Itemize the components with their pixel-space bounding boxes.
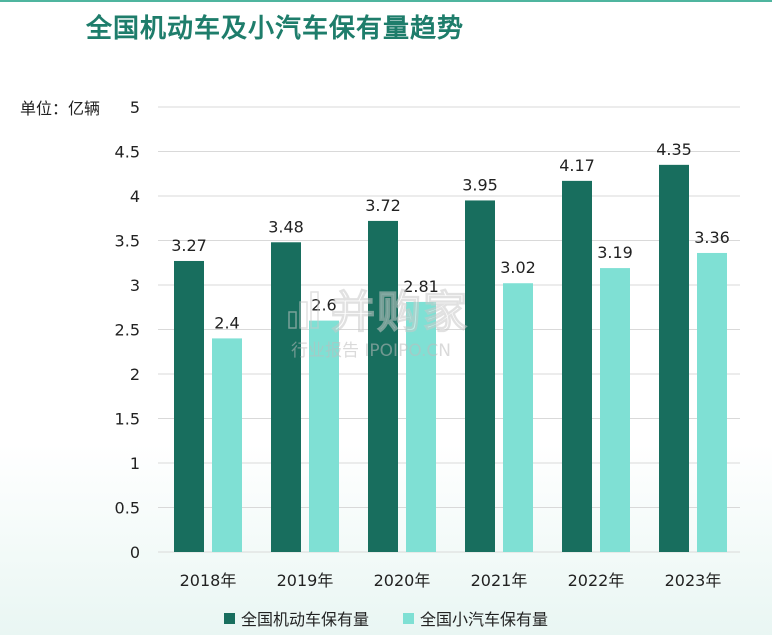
data-label: 3.48	[268, 217, 304, 236]
legend-item-cars: 全国小汽车保有量	[403, 606, 548, 630]
data-label: 3.27	[171, 236, 207, 255]
page-title: 全国机动车及小汽车保有量趋势	[86, 14, 465, 44]
y-tick-label: 5	[130, 98, 140, 117]
data-label: 3.95	[462, 175, 498, 194]
x-tick-label: 2023年	[665, 571, 722, 590]
bar-series2	[600, 268, 630, 552]
x-tick-label: 2020年	[374, 571, 431, 590]
data-label: 3.02	[500, 258, 536, 277]
y-tick-label: 0.5	[115, 499, 140, 518]
bar-series1	[174, 260, 204, 552]
y-tick-label: 4	[130, 187, 140, 206]
x-tick-label: 2019年	[277, 571, 334, 590]
x-tick-label: 2022年	[568, 571, 625, 590]
top-border	[0, 0, 772, 2]
data-label: 4.35	[656, 140, 692, 159]
y-tick-label: 2	[130, 365, 140, 384]
data-label: 3.36	[694, 228, 730, 247]
legend-label-series1: 全国机动车保有量	[240, 610, 369, 629]
bar-series2	[309, 320, 339, 552]
legend-item-motor-vehicles: 全国机动车保有量	[223, 606, 369, 630]
bar-series1	[368, 220, 398, 553]
y-axis-unit-label: 单位：亿辆	[20, 99, 101, 118]
y-tick-label: 3	[130, 276, 140, 295]
data-label: 4.17	[559, 156, 595, 175]
data-label: 2.81	[403, 277, 439, 296]
data-label: 2.4	[214, 313, 239, 332]
bar-series1	[271, 242, 301, 552]
bar-series1	[659, 164, 689, 552]
data-label: 2.6	[311, 296, 336, 315]
legend: 全国机动车保有量 全国小汽车保有量	[0, 606, 772, 630]
y-tick-label: 1.5	[115, 410, 140, 429]
x-tick-label: 2018年	[180, 571, 237, 590]
bar-series2	[503, 283, 533, 552]
y-tick-label: 2.5	[115, 321, 140, 340]
y-tick-label: 1	[130, 454, 140, 473]
legend-swatch-series2	[403, 612, 414, 624]
y-tick-label: 3.5	[115, 232, 140, 251]
legend-label-series2: 全国小汽车保有量	[420, 610, 549, 629]
bar-series1	[562, 180, 592, 552]
data-label: 3.72	[365, 196, 401, 215]
x-tick-label: 2021年	[471, 571, 528, 590]
bar-series1	[465, 200, 495, 552]
bar-series2	[212, 338, 242, 552]
data-label: 3.19	[597, 243, 633, 262]
y-tick-label: 0	[130, 543, 140, 562]
bar-series2	[406, 301, 436, 552]
bar-series2	[697, 252, 727, 552]
legend-swatch-series1	[223, 612, 235, 624]
y-tick-label: 4.5	[115, 143, 140, 162]
